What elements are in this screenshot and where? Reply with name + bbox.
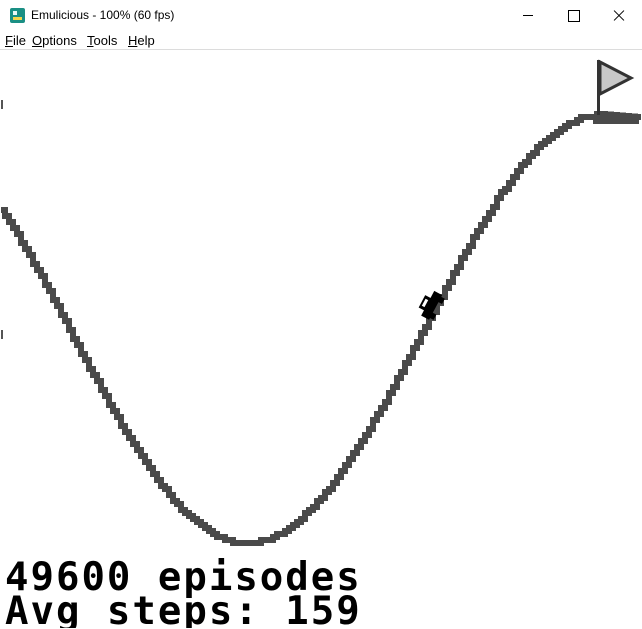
episodes-counter: 49600 episodes xyxy=(5,555,362,600)
title-bar[interactable]: Emulicious - 100% (60 fps) xyxy=(0,0,642,31)
menu-options-mnemonic: O xyxy=(32,33,43,48)
flag-cloth xyxy=(598,59,635,97)
car-wheel-rear xyxy=(429,312,437,320)
left-edge-mark xyxy=(1,100,3,109)
car-window xyxy=(421,298,429,308)
emulicious-app-icon[interactable] xyxy=(10,8,25,23)
menu-help[interactable]: Help xyxy=(128,33,155,48)
car-sprite xyxy=(418,290,445,320)
window-title: Emulicious - 100% (60 fps) xyxy=(31,8,175,22)
menu-help-mnemonic: H xyxy=(128,33,138,48)
game-canvas xyxy=(1,59,641,546)
game-screen[interactable]: 49600 episodes Avg steps: 159 xyxy=(1,51,641,628)
menu-tools[interactable]: Tools xyxy=(87,33,117,48)
menu-tools-mnemonic: T xyxy=(87,33,94,48)
menu-file-label: ile xyxy=(12,33,26,48)
avg-steps-counter: Avg steps: 159 xyxy=(5,589,362,628)
menu-options-label: ptions xyxy=(42,33,77,48)
flag xyxy=(593,59,639,124)
menu-help-label: elp xyxy=(137,33,155,48)
menu-tools-label: ools xyxy=(93,33,118,48)
left-edge-mark xyxy=(1,330,3,339)
flag-ground xyxy=(593,115,639,124)
car-wheel-front xyxy=(437,296,445,305)
menu-file-mnemonic: F xyxy=(5,33,13,48)
minimize-button[interactable] xyxy=(505,0,551,31)
close-button[interactable] xyxy=(596,0,642,31)
car-body xyxy=(421,290,443,320)
mountain-track xyxy=(1,111,641,546)
maximize-button[interactable] xyxy=(550,0,596,31)
menu-file[interactable]: File xyxy=(5,33,26,48)
menu-bar: File Options Tools Help xyxy=(0,31,642,50)
menu-options[interactable]: Options xyxy=(32,33,77,48)
